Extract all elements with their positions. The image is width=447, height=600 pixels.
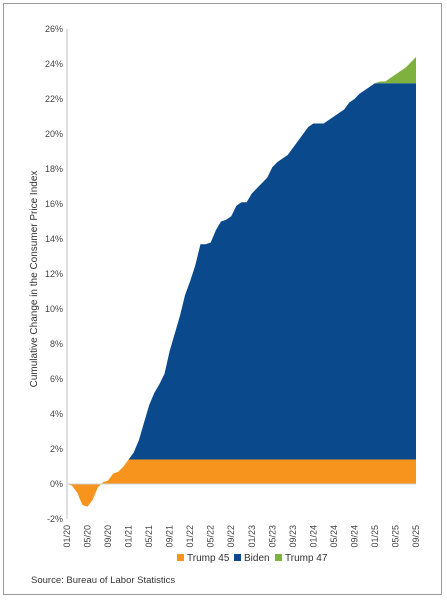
legend-swatch <box>234 554 241 561</box>
y-tick-label: 20% <box>45 129 63 139</box>
y-tick-label: 26% <box>45 24 63 34</box>
x-tick-label: 01/21 <box>124 525 134 548</box>
source-note: Source: Bureau of Labor Statistics <box>31 575 176 586</box>
y-tick-label: 6% <box>50 374 63 384</box>
legend-label: Trump 47 <box>285 553 328 564</box>
legend-label: Biden <box>244 553 270 564</box>
legend-swatch <box>177 554 184 561</box>
x-tick-label: 05/25 <box>390 525 400 548</box>
y-tick-label: 14% <box>45 234 63 244</box>
y-tick-label: 24% <box>45 59 63 69</box>
y-tick-label: 10% <box>45 304 63 314</box>
x-tick-label: 01/20 <box>62 525 72 548</box>
y-tick-label: 2% <box>50 444 63 454</box>
y-tick-label: 18% <box>45 164 63 174</box>
x-tick-label: 01/24 <box>308 525 318 548</box>
y-tick-label: 22% <box>45 94 63 104</box>
trump47-area <box>374 57 416 84</box>
x-tick-label: 01/22 <box>185 525 195 548</box>
x-tick-label: 01/23 <box>247 525 257 548</box>
x-tick-label: 05/24 <box>329 525 339 548</box>
y-tick-label: 12% <box>45 269 63 279</box>
trump45-area <box>67 459 416 507</box>
x-tick-label: 09/24 <box>349 525 359 548</box>
y-axis-title: Cumulative Change in the Consumer Price … <box>29 171 40 388</box>
biden-area <box>128 83 416 460</box>
x-tick-label: 05/20 <box>83 525 93 548</box>
cpi-chart: -2% 0% 2% 4% 6% 8% 10% 12% 14% 16% 18% 20% 22% 24% 26%… <box>29 24 421 564</box>
x-tick-label: 05/23 <box>267 525 277 548</box>
x-tick-label: 05/22 <box>206 525 216 548</box>
y-tick-label: 16% <box>45 199 63 209</box>
x-tick-label: 09/25 <box>411 525 421 548</box>
x-tick-label: 09/21 <box>165 525 175 548</box>
x-tick-label: 01/25 <box>370 525 380 548</box>
x-tick-label: 09/22 <box>226 525 236 548</box>
x-tick-label: 09/20 <box>103 525 113 548</box>
x-tick-label: 09/23 <box>288 525 298 548</box>
legend-swatch <box>275 554 282 561</box>
y-tick-label: 0% <box>50 479 63 489</box>
y-tick-label: 8% <box>50 339 63 349</box>
x-tick-label: 05/21 <box>144 525 154 548</box>
y-tick-label: 4% <box>50 409 63 419</box>
chart-frame: -2% 0% 2% 4% 6% 8% 10% 12% 14% 16% 18% 20% 22% 24% 26%… <box>3 3 442 595</box>
legend-label: Trump 45 <box>187 553 230 564</box>
y-tick-label: -2% <box>47 514 63 524</box>
